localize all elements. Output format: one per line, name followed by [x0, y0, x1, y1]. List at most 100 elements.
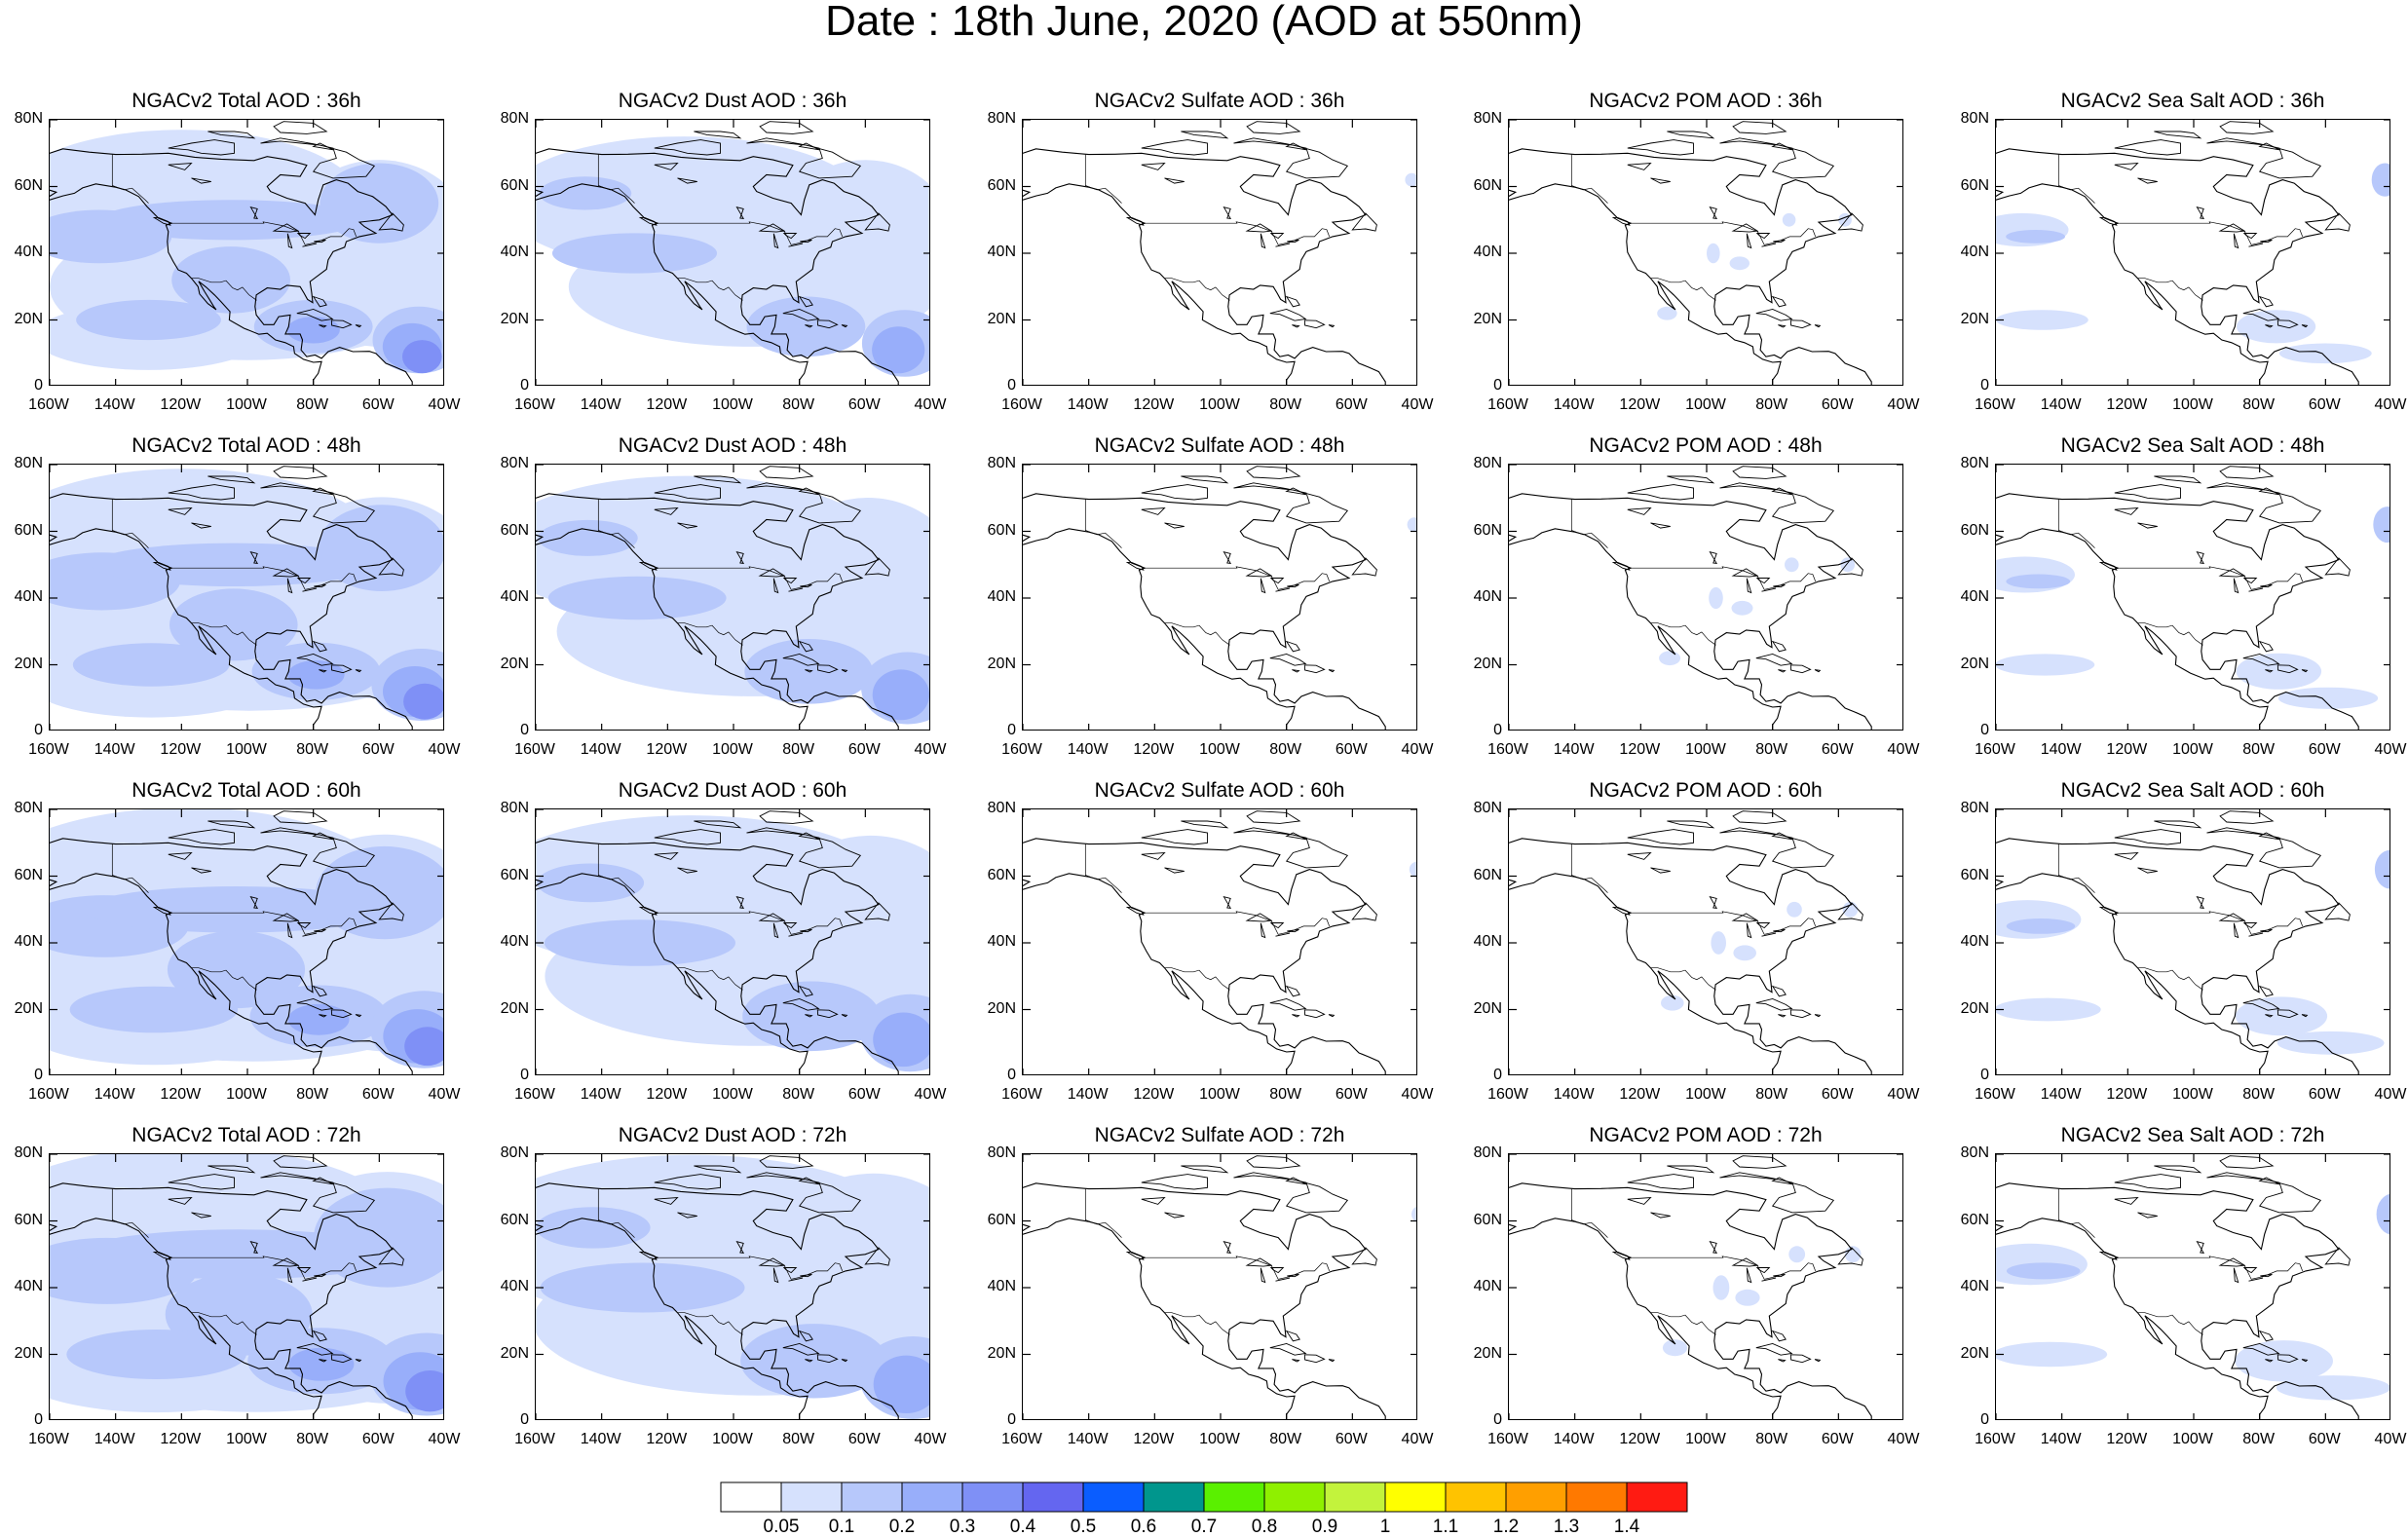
aod-shading: [2278, 343, 2372, 364]
lon-tick-label: 140W: [580, 741, 621, 758]
island-or-lake-outline: [1269, 309, 1307, 321]
island-or-lake-outline: [2137, 867, 2158, 874]
aod-shading: [69, 986, 239, 1033]
island-or-lake-outline: [2324, 557, 2351, 577]
island-or-lake-outline: [1746, 233, 1752, 249]
aod-shading: [405, 1370, 443, 1412]
lon-tick-label: 60W: [361, 1086, 395, 1103]
island-or-lake-outline: [191, 177, 211, 184]
island-or-lake-outline: [355, 1359, 362, 1363]
aod-shading: [2276, 1031, 2385, 1055]
aod-shading: [872, 326, 925, 374]
lat-tick-label: 0: [1493, 1411, 1502, 1428]
lat-tick-label: 40N: [1960, 244, 1989, 260]
lat-tick-label: 60N: [987, 521, 1016, 539]
island-or-lake-outline: [191, 522, 211, 529]
lon-tick-label: 120W: [1619, 1086, 1661, 1103]
island-or-lake-outline: [1269, 998, 1307, 1011]
lon-tick-label: 100W: [1199, 1086, 1240, 1103]
island-or-lake-outline: [816, 319, 839, 329]
lat-tick-label: 80N: [14, 455, 43, 471]
lat-tick-label: 60N: [1473, 866, 1502, 883]
colorbar-swatch: [841, 1481, 903, 1513]
lat-tick-label: 40N: [987, 244, 1016, 260]
lon-tick-label: 140W: [2040, 1086, 2082, 1103]
panel-title-sulfate-48h: NGACv2 Sulfate AOD : 48h: [1094, 434, 1345, 457]
island-or-lake-outline: [296, 1343, 334, 1356]
border-us-mexico: [1164, 1312, 1230, 1335]
aod-shading: [171, 246, 290, 314]
island-or-lake-outline: [168, 1196, 193, 1205]
lat-tick-label: 40N: [14, 1278, 43, 1294]
island-or-lake-outline: [2233, 922, 2239, 939]
aod-shading: [536, 1207, 651, 1249]
island-or-lake-outline: [864, 1247, 890, 1266]
panel-title-sea-salt-72h: NGACv2 Sea Salt AOD : 72h: [2060, 1124, 2325, 1146]
island-or-lake-outline: [1285, 142, 1307, 151]
border-us-canada: [658, 566, 844, 590]
lon-tick-label: 100W: [1685, 396, 1726, 413]
border-us-mexico: [191, 278, 257, 301]
aod-shading: [1996, 310, 2088, 330]
map-panel-pom-60h: [1508, 808, 1903, 1075]
island-or-lake-outline: [798, 1330, 813, 1342]
aod-shading: [1409, 861, 1416, 878]
map-sea-salt-36h: [1996, 120, 2389, 385]
colorbar-swatch: [1022, 1481, 1084, 1513]
map-panel-total-36h: [49, 119, 444, 386]
island-or-lake-outline: [1328, 669, 1336, 673]
border-us-canada: [171, 911, 357, 935]
figure-title: Date : 18th June, 2020 (AOD at 550nm): [825, 0, 1583, 45]
island-or-lake-outline: [191, 1212, 211, 1218]
island-or-lake-outline: [2154, 131, 2202, 139]
border-alaska-canada: [2057, 499, 2095, 548]
map-panel-pom-48h: [1508, 464, 1903, 731]
island-or-lake-outline: [805, 1014, 813, 1018]
island-or-lake-outline: [1303, 1354, 1326, 1364]
island-or-lake-outline: [1260, 578, 1266, 594]
island-or-lake-outline: [2276, 1354, 2299, 1364]
island-or-lake-outline: [1245, 913, 1273, 922]
island-or-lake-outline: [1275, 587, 1291, 592]
island-or-lake-outline: [2114, 506, 2139, 515]
island-or-lake-outline: [654, 139, 721, 156]
island-or-lake-outline: [2242, 578, 2258, 584]
lat-tick-label: 20N: [14, 310, 43, 327]
lon-tick-label: 80W: [1269, 396, 1302, 413]
coastline: [1509, 1182, 1872, 1419]
island-or-lake-outline: [735, 206, 745, 219]
panel-title-total-60h: NGACv2 Total AOD : 60h: [132, 779, 361, 802]
island-or-lake-outline: [302, 1277, 318, 1282]
island-or-lake-outline: [378, 902, 404, 921]
lon-tick-label: 40W: [2374, 1431, 2407, 1447]
lon-tick-label: 160W: [1001, 1431, 1042, 1447]
island-or-lake-outline: [1627, 1174, 1694, 1190]
island-or-lake-outline: [2219, 121, 2275, 134]
aod-shading: [314, 1187, 443, 1288]
aod-shading: [2373, 506, 2389, 544]
island-or-lake-outline: [677, 867, 697, 874]
island-or-lake-outline: [782, 1267, 798, 1274]
lat-tick-label: 0: [1493, 377, 1502, 394]
island-or-lake-outline: [1275, 243, 1291, 247]
lat-tick-label: 80N: [1960, 800, 1989, 816]
island-or-lake-outline: [355, 324, 362, 328]
island-or-lake-outline: [1771, 295, 1787, 308]
island-or-lake-outline: [319, 1359, 327, 1363]
lat-tick-label: 0: [1007, 1067, 1016, 1083]
lon-tick-label: 140W: [94, 1431, 135, 1447]
map-panel-dust-72h: [535, 1153, 930, 1420]
lat-tick-label: 60N: [500, 866, 529, 883]
lon-tick-label: 120W: [160, 741, 202, 758]
island-or-lake-outline: [1246, 1155, 1301, 1169]
island-or-lake-outline: [2258, 142, 2280, 151]
lon-tick-label: 60W: [2308, 1086, 2341, 1103]
island-or-lake-outline: [168, 162, 193, 170]
lat-tick-label: 60N: [14, 866, 43, 883]
aod-shading: [1733, 945, 1756, 961]
island-or-lake-outline: [1761, 932, 1777, 937]
island-or-lake-outline: [296, 233, 312, 240]
panel-title-dust-36h: NGACv2 Dust AOD : 36h: [618, 90, 847, 112]
lon-tick-label: 60W: [847, 1086, 881, 1103]
island-or-lake-outline: [2196, 551, 2205, 564]
